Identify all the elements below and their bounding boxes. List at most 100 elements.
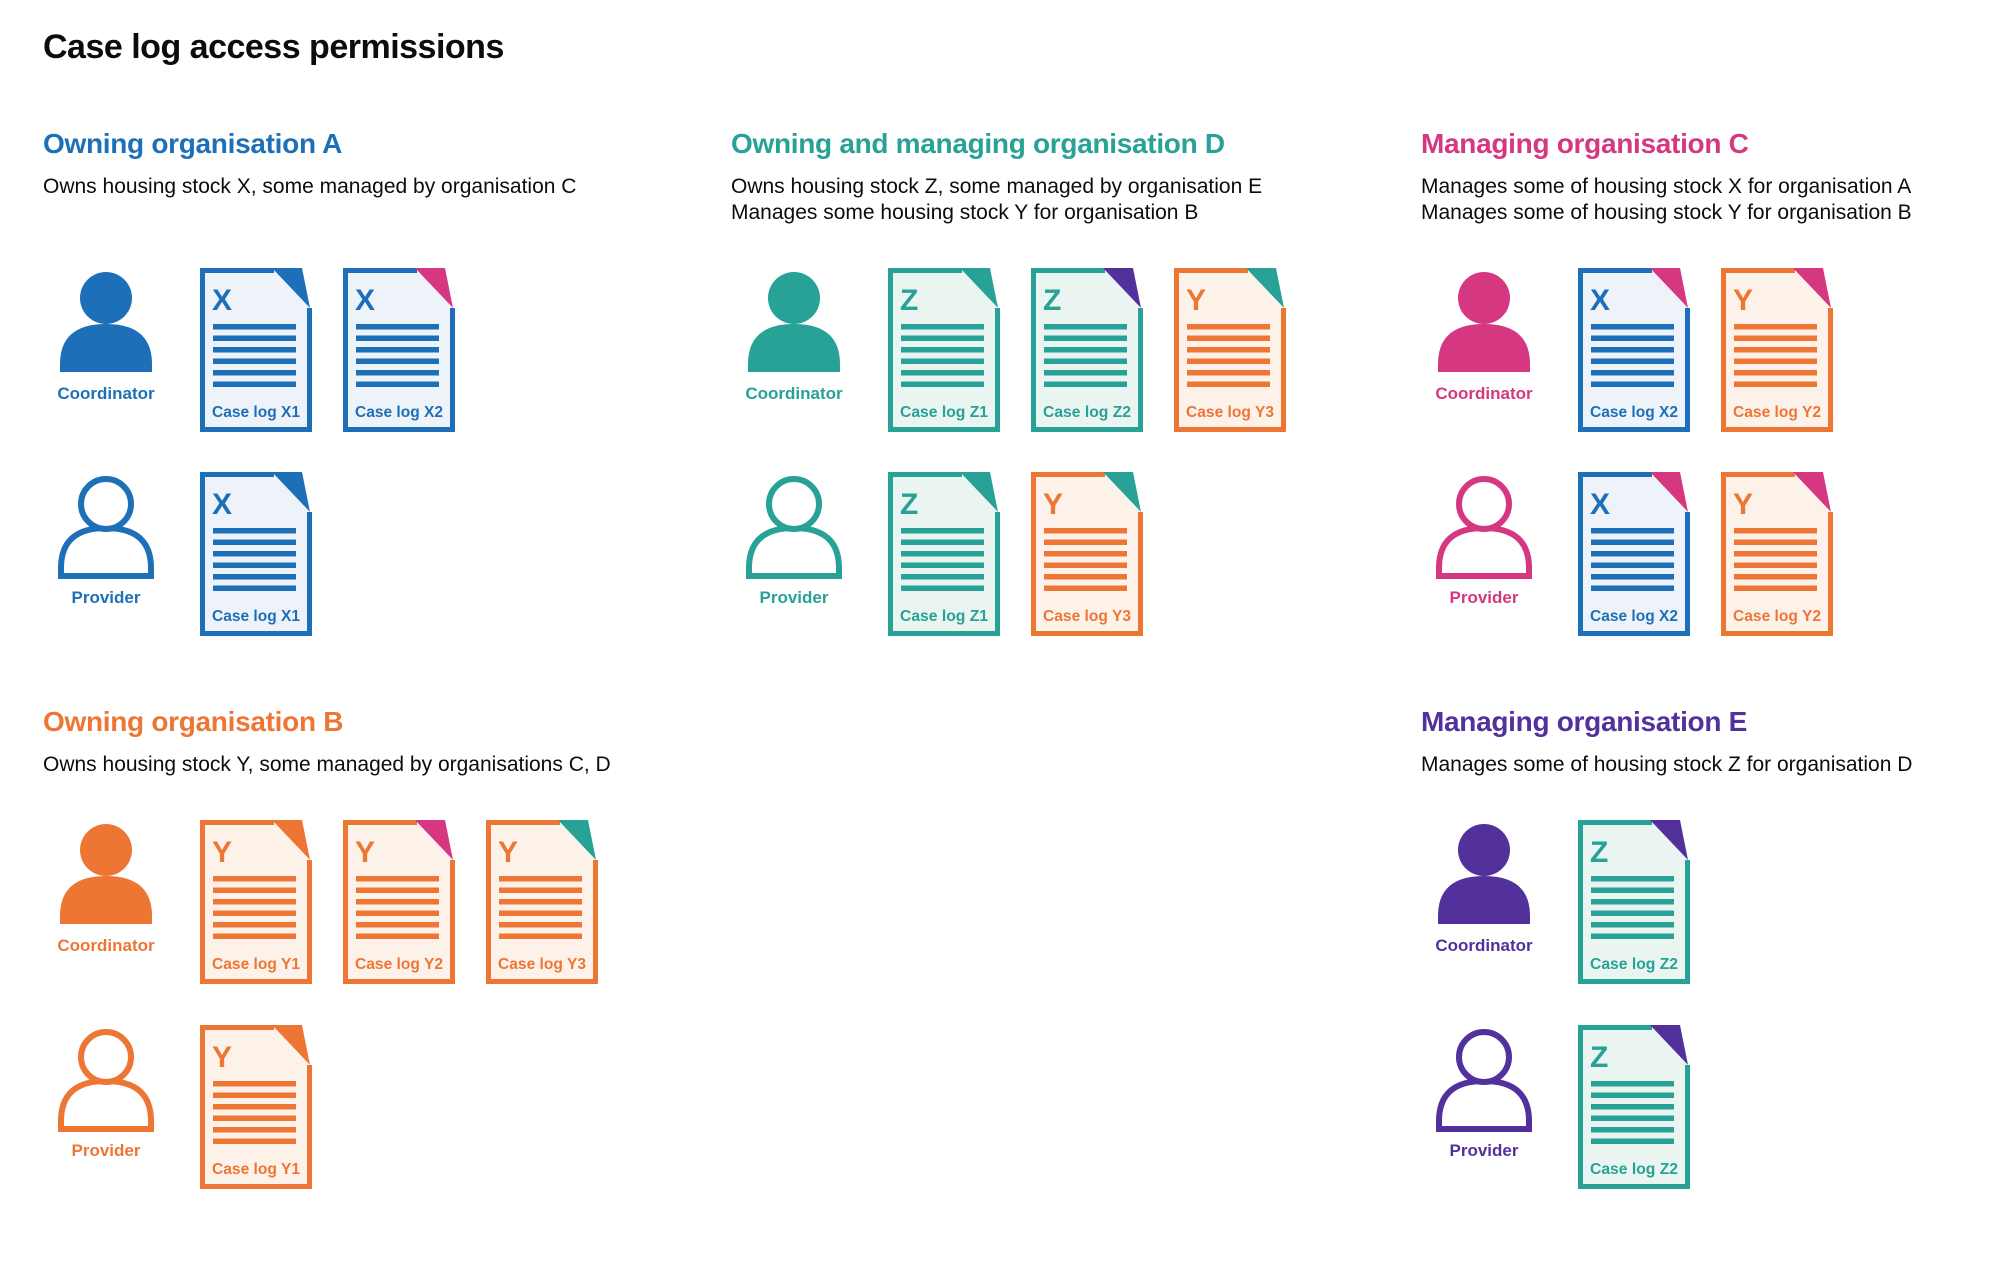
doc-fold-icon xyxy=(1650,268,1688,308)
case-log-doc: Z Case log Z2 xyxy=(1578,1025,1690,1189)
doc-text-line xyxy=(213,562,296,568)
coordinator-person-icon xyxy=(1438,272,1530,372)
doc-label: Case log Y1 xyxy=(212,1161,300,1178)
doc-text-line xyxy=(1187,381,1270,387)
doc-text-line xyxy=(1044,539,1127,545)
person-role-label: Provider xyxy=(759,588,829,607)
doc-fold-icon xyxy=(960,268,998,308)
doc-text-line xyxy=(499,876,582,882)
doc-text-line xyxy=(1734,324,1817,330)
section-heading: Managing organisation C xyxy=(1421,128,1749,159)
doc-text-line xyxy=(1591,358,1674,364)
doc-text-line xyxy=(213,1138,296,1144)
doc-label: Case log Y2 xyxy=(355,956,443,973)
coordinator-person: Coordinator xyxy=(1421,268,1547,404)
coordinator-row: Coordinator Z Case log Z1 Z Case log Z2 Y Case… xyxy=(731,268,1286,432)
case-log-doc: Y Case log Y3 xyxy=(1031,472,1143,636)
case-log-doc: X Case log X2 xyxy=(1578,268,1690,432)
doc-letter: Y xyxy=(212,836,232,869)
doc-text-line xyxy=(901,539,984,545)
section-description-line: Manages some housing stock Y for organis… xyxy=(731,201,1199,224)
doc-text-line xyxy=(1734,585,1817,591)
doc-text-line xyxy=(499,899,582,905)
doc-letter: Y xyxy=(1186,284,1206,317)
doc-letter: Z xyxy=(1590,836,1608,869)
doc-text-line xyxy=(213,1081,296,1087)
doc-fold-icon xyxy=(415,820,453,860)
section-description-line: Owns housing stock X, some managed by or… xyxy=(43,175,577,198)
doc-label: Case log Z1 xyxy=(900,608,988,625)
case-log-doc: Y Case log Y2 xyxy=(1721,472,1833,636)
case-log-doc: Z Case log Z1 xyxy=(888,268,1000,432)
doc-text-line xyxy=(213,910,296,916)
section-organisation-a: Owning organisation A Owns housing stock … xyxy=(43,128,713,636)
doc-text-line xyxy=(1044,358,1127,364)
doc-text-line xyxy=(499,933,582,939)
doc-text-line xyxy=(1044,574,1127,580)
case-log-doc-icon: X Case log X1 xyxy=(200,472,312,636)
provider-person-icon xyxy=(58,476,154,579)
doc-text-line xyxy=(1044,370,1127,376)
doc-letter: Z xyxy=(1590,1041,1608,1074)
provider-person-icon xyxy=(1436,1029,1532,1132)
doc-text-line xyxy=(1734,574,1817,580)
provider-row: Provider Z Case log Z1 Y Case log Y3 xyxy=(731,472,1143,636)
doc-letter: X xyxy=(355,284,375,317)
doc-text-line xyxy=(1734,370,1817,376)
provider-person-icon xyxy=(58,1029,154,1132)
coordinator-row: Coordinator X Case log X1 X Case log X2 xyxy=(43,268,455,432)
doc-text-line xyxy=(1187,324,1270,330)
case-log-doc-icon: Z Case log Z1 xyxy=(888,268,1000,432)
doc-text-line xyxy=(1044,562,1127,568)
doc-text-line xyxy=(1591,381,1674,387)
section-description: Owns housing stock Z, some managed by or… xyxy=(731,174,1401,230)
doc-text-line xyxy=(1591,1081,1674,1087)
doc-fold-icon xyxy=(1793,268,1831,308)
doc-text-line xyxy=(1044,381,1127,387)
doc-text-line xyxy=(1591,1127,1674,1133)
doc-text-line xyxy=(901,562,984,568)
doc-fold-icon xyxy=(1103,268,1141,308)
doc-label: Case log Y2 xyxy=(1733,608,1821,625)
doc-text-line xyxy=(356,899,439,905)
doc-label: Case log X1 xyxy=(212,608,300,625)
coordinator-person: Coordinator xyxy=(43,820,169,956)
doc-letter: Z xyxy=(900,284,918,317)
page-title: Case log access permissions xyxy=(43,28,504,66)
doc-fold-icon xyxy=(272,472,310,512)
doc-label: Case log X1 xyxy=(212,404,300,421)
doc-fold-icon xyxy=(272,268,310,308)
doc-text-line xyxy=(213,574,296,580)
doc-text-line xyxy=(1591,562,1674,568)
doc-text-line xyxy=(901,335,984,341)
section-heading: Owning organisation A xyxy=(43,128,343,159)
case-log-doc-icon: Z Case log Z1 xyxy=(888,472,1000,636)
doc-letter: Y xyxy=(212,1041,232,1074)
doc-text-line xyxy=(356,887,439,893)
case-log-doc-icon: Y Case log Y3 xyxy=(486,820,598,984)
doc-text-line xyxy=(1591,933,1674,939)
doc-text-line xyxy=(356,381,439,387)
doc-text-line xyxy=(901,551,984,557)
section-heading: Owning organisation B xyxy=(43,706,344,737)
case-log-doc: X Case log X1 xyxy=(200,268,312,432)
doc-letter: X xyxy=(212,488,232,521)
doc-text-line xyxy=(1591,324,1674,330)
section-description: Manages some of housing stock X for orga… xyxy=(1421,174,2000,230)
doc-text-line xyxy=(213,876,296,882)
doc-fold-icon xyxy=(272,820,310,860)
person-role-label: Provider xyxy=(71,1141,141,1160)
doc-label: Case log Y1 xyxy=(212,956,300,973)
doc-text-line xyxy=(356,910,439,916)
doc-text-line xyxy=(499,922,582,928)
coordinator-row: Coordinator Y Case log Y1 Y Case log Y2 Y Case… xyxy=(43,820,598,984)
doc-letter: Y xyxy=(355,836,375,869)
section-description-line: Owns housing stock Z, some managed by or… xyxy=(731,175,1263,198)
case-log-doc-icon: X Case log X2 xyxy=(1578,268,1690,432)
doc-fold-icon xyxy=(1650,472,1688,512)
doc-text-line xyxy=(213,887,296,893)
provider-row: Provider Y Case log Y1 xyxy=(43,1025,312,1189)
doc-text-line xyxy=(1734,381,1817,387)
section-organisation-b: Owning organisation B Owns housing stock … xyxy=(43,706,713,1189)
doc-text-line xyxy=(1591,585,1674,591)
